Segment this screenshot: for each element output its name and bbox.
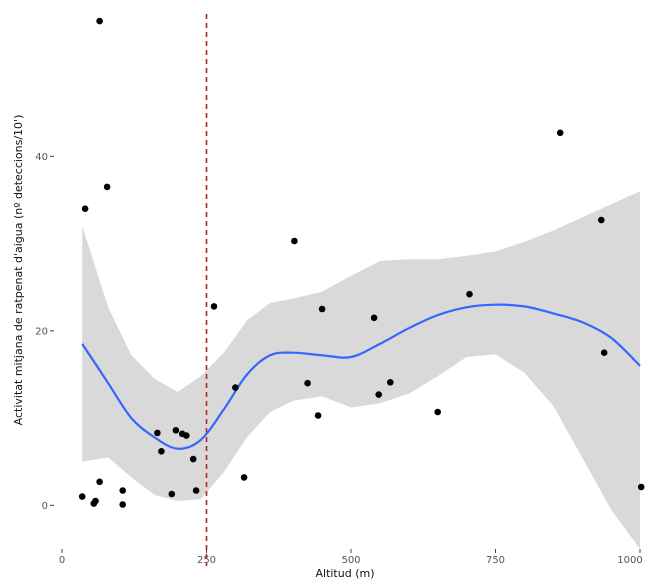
x-axis-title: Altitud (m) xyxy=(315,567,374,580)
data-point xyxy=(434,408,442,416)
data-point xyxy=(81,205,89,212)
x-tick-label: 750 xyxy=(486,555,505,566)
x-tick-label: 500 xyxy=(341,555,360,566)
y-tick-label: 40 xyxy=(35,152,48,163)
y-tick-label: 20 xyxy=(35,326,48,337)
data-point xyxy=(96,478,103,486)
data-point xyxy=(189,455,197,463)
x-tick-label: 250 xyxy=(197,555,216,566)
y-axis-title: Activitat mitjana de ratpenat d'aigua (n… xyxy=(12,115,25,426)
data-point xyxy=(103,183,111,191)
data-point xyxy=(172,427,180,434)
data-point xyxy=(466,290,473,298)
data-point xyxy=(600,349,608,357)
data-point xyxy=(318,305,326,313)
data-point xyxy=(154,429,161,437)
data-point xyxy=(556,129,564,137)
points-layer xyxy=(78,17,645,508)
data-point xyxy=(232,384,239,391)
data-point xyxy=(183,432,190,439)
data-point xyxy=(119,501,126,508)
confidence-band-layer xyxy=(82,191,640,549)
data-point xyxy=(119,487,126,494)
smooth-line-layer xyxy=(81,303,641,450)
data-point xyxy=(370,314,378,322)
data-point xyxy=(168,490,176,498)
data-point xyxy=(314,412,322,419)
data-point xyxy=(92,497,99,505)
data-point xyxy=(96,17,103,25)
y-axis: 0 20 40 xyxy=(35,152,54,512)
data-point xyxy=(158,448,165,455)
data-point xyxy=(210,303,218,310)
y-tick-label: 0 xyxy=(42,501,48,512)
data-point xyxy=(598,216,605,224)
data-point xyxy=(304,379,311,387)
data-point xyxy=(192,487,200,494)
x-tick-label: 0 xyxy=(59,555,65,566)
data-point xyxy=(291,237,298,245)
smooth-line xyxy=(81,303,641,450)
data-point xyxy=(387,379,394,386)
data-point xyxy=(637,483,645,491)
confidence-band xyxy=(82,191,640,549)
x-tick-label: 1000 xyxy=(617,555,642,566)
data-point xyxy=(240,474,248,481)
x-axis: 0 250 500 750 1000 xyxy=(59,549,643,566)
data-point xyxy=(78,493,86,500)
data-point xyxy=(375,391,383,398)
